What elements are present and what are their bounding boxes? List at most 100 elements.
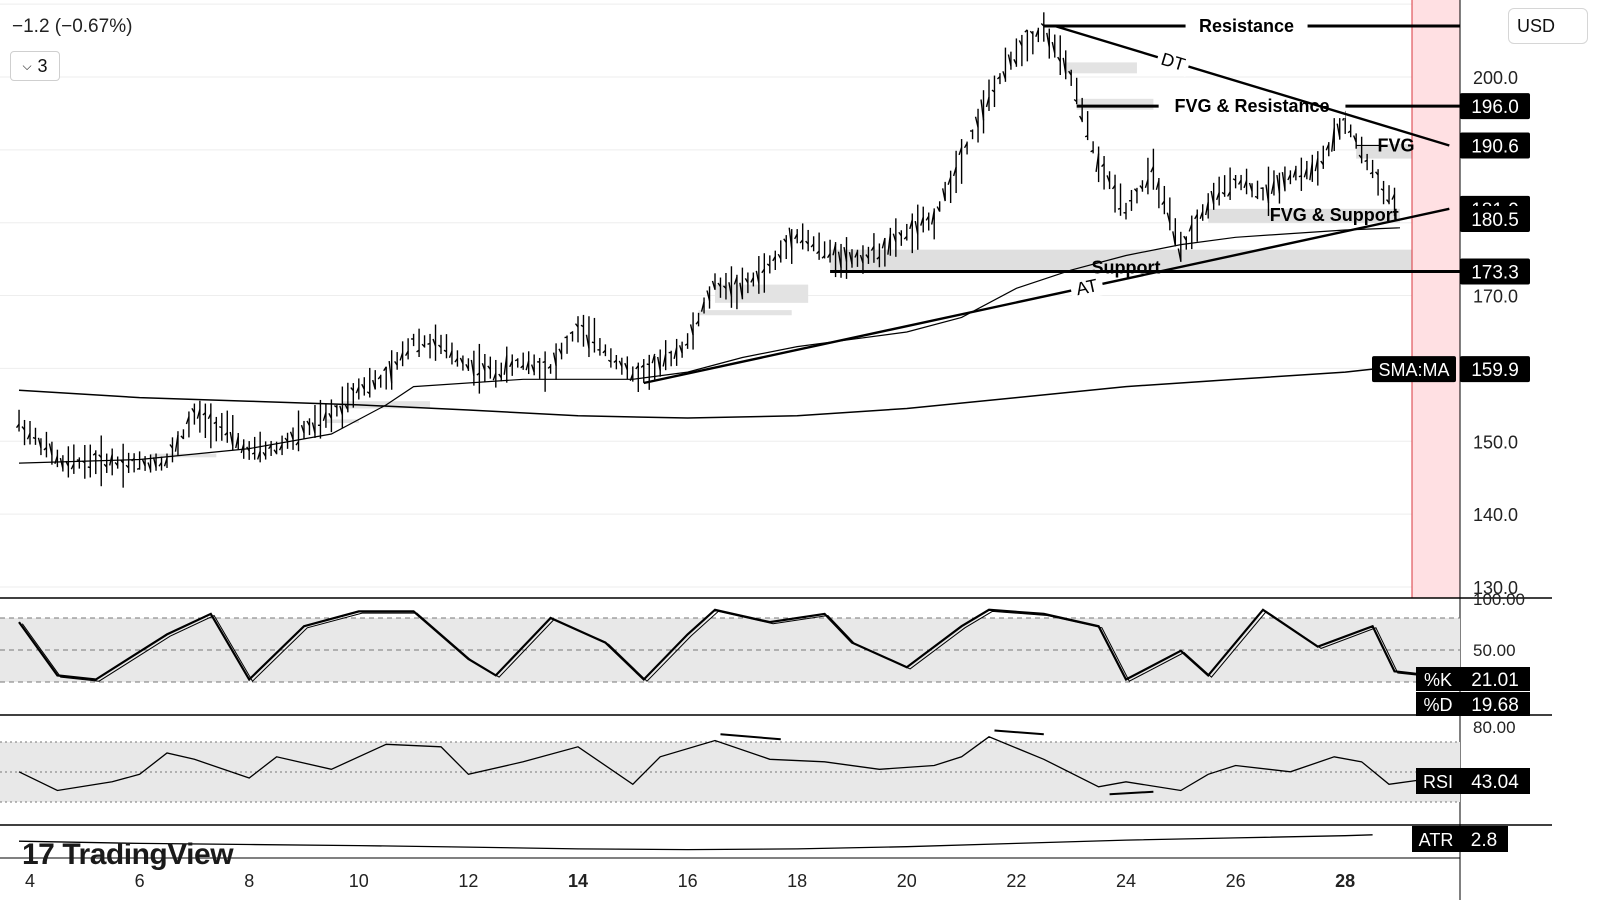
ohlc-open-tick	[700, 301, 705, 312]
rsi-divergence-line	[720, 733, 781, 741]
time-tick-label: 16	[678, 871, 698, 891]
ohlc-bar	[1254, 180, 1259, 200]
ohlc-bar	[246, 441, 250, 460]
ohlc-bar	[859, 245, 864, 274]
ohlc-open-tick	[618, 360, 623, 367]
ohlc-bar	[219, 412, 223, 441]
ohlc-bar	[32, 427, 37, 445]
ohlc-open-tick	[859, 254, 864, 264]
ohlc-bar	[1166, 197, 1171, 231]
ohlc-open-tick	[394, 361, 398, 366]
ohlc-bar	[1287, 170, 1292, 185]
ohlc-bar	[750, 272, 755, 287]
ohlc-open-tick	[678, 345, 683, 354]
ohlc-open-tick	[339, 405, 344, 416]
fvg-block	[698, 310, 792, 316]
ohlc-bar	[602, 344, 607, 357]
ohlc-open-tick	[525, 360, 530, 371]
ohlc-open-tick	[870, 246, 875, 251]
rsi-tick-label: 80.00	[1473, 718, 1516, 737]
ohlc-open-tick	[1227, 191, 1231, 197]
ohlc-open-tick	[1095, 153, 1100, 172]
ohlc-open-tick	[963, 142, 968, 149]
ohlc-bar	[289, 427, 294, 450]
ohlc-open-tick	[355, 386, 360, 394]
stoch-tick-label: 100.00	[1473, 590, 1525, 609]
ohlc-open-tick	[832, 243, 837, 256]
ohlc-open-tick	[552, 352, 557, 366]
ohlc-open-tick	[1287, 174, 1292, 181]
ohlc-bar	[1380, 180, 1385, 205]
ohlc-bar	[59, 455, 64, 472]
ohlc-open-tick	[974, 116, 979, 128]
stoch-k-line	[18, 608, 1417, 682]
ohlc-open-tick	[585, 334, 590, 349]
ohlc-open-tick	[816, 250, 820, 255]
ohlc-open-tick	[711, 280, 716, 290]
ohlc-bar	[876, 243, 881, 268]
ohlc-open-tick	[26, 433, 31, 440]
ohlc-open-tick	[1079, 115, 1083, 122]
ohlc-open-tick	[1018, 40, 1023, 47]
price-label-bg	[1460, 206, 1530, 233]
ohlc-open-tick	[805, 240, 809, 245]
ohlc-bar	[695, 312, 700, 327]
ohlc-open-tick	[1057, 56, 1061, 62]
ohlc-bar	[1057, 35, 1061, 76]
ohlc-open-tick	[1210, 190, 1215, 205]
ohlc-open-tick	[810, 243, 815, 248]
ohlc-bar	[103, 453, 108, 473]
ohlc-open-tick	[1101, 163, 1105, 168]
ohlc-bar	[92, 450, 97, 475]
ohlc-bar	[1292, 165, 1297, 181]
ohlc-open-tick	[114, 462, 119, 467]
ohlc-open-tick	[695, 320, 700, 325]
ohlc-bar	[640, 359, 645, 383]
ohlc-open-tick	[470, 359, 475, 377]
ohlc-bar	[125, 452, 130, 473]
ohlc-open-tick	[37, 437, 42, 449]
ohlc-open-tick	[213, 421, 217, 425]
ohlc-open-tick	[295, 441, 300, 446]
ohlc-open-tick	[372, 379, 376, 390]
ohlc-bar	[591, 317, 596, 353]
ohlc-open-tick	[542, 360, 546, 364]
ohlc-bar	[1035, 27, 1040, 43]
ohlc-bar	[1128, 189, 1133, 211]
ohlc-open-tick	[498, 373, 502, 379]
ohlc-open-tick	[1336, 123, 1341, 138]
ohlc-open-tick	[755, 270, 760, 284]
ohlc-open-tick	[87, 466, 91, 469]
legend-toggle-button[interactable]: ⌵ 3	[10, 51, 60, 81]
ohlc-bar	[585, 316, 590, 358]
ohlc-bar	[1320, 145, 1324, 169]
ohlc-bar	[498, 362, 502, 382]
ohlc-open-tick	[476, 372, 480, 376]
currency-selector[interactable]: USD	[1508, 8, 1588, 44]
ohlc-open-tick	[43, 447, 47, 451]
ohlc-bar	[465, 358, 470, 371]
ohlc-bar	[711, 273, 716, 290]
ohlc-bar	[476, 343, 481, 394]
ohlc-open-tick	[985, 96, 990, 108]
ohlc-bar	[443, 334, 448, 359]
ohlc-open-tick	[1265, 184, 1270, 203]
ohlc-bar	[1237, 174, 1242, 191]
ohlc-bar	[224, 410, 228, 443]
ohlc-bar	[947, 170, 952, 204]
ohlc-open-tick	[224, 432, 228, 436]
ohlc-bar	[191, 403, 196, 425]
atr-label-bg	[1412, 826, 1460, 852]
ohlc-open-tick	[328, 412, 333, 419]
ohlc-open-tick	[608, 359, 612, 363]
at-trendline-label: AT	[1074, 275, 1099, 299]
time-tick-label: 24	[1116, 871, 1136, 891]
ohlc-bar	[854, 249, 859, 267]
time-tick-label: 26	[1226, 871, 1246, 891]
ohlc-open-tick	[219, 426, 223, 429]
ohlc-open-tick	[689, 324, 694, 336]
ohlc-bar	[383, 366, 387, 390]
ohlc-open-tick	[931, 210, 935, 225]
ohlc-bar	[229, 415, 234, 451]
